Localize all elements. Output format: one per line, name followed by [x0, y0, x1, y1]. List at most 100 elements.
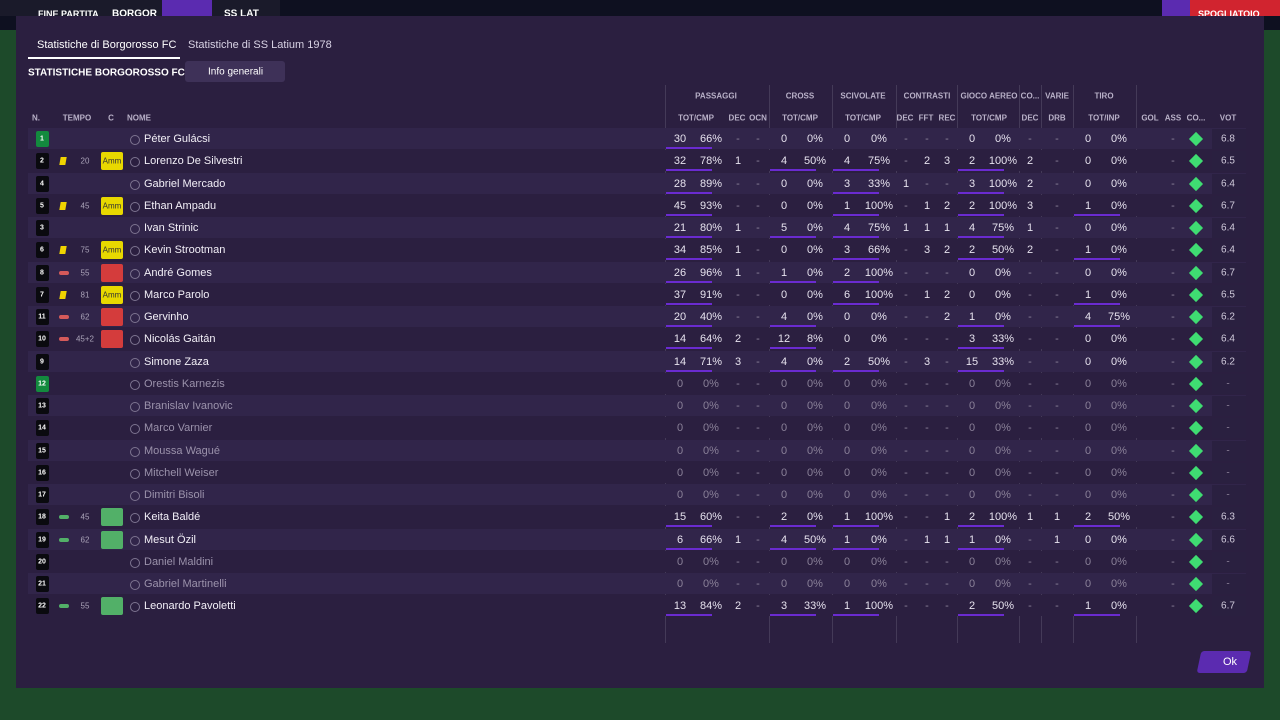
stat-cell: - — [1171, 533, 1175, 546]
person-icon — [130, 313, 140, 323]
stat-cell: 2 — [968, 244, 976, 257]
player-name[interactable]: Moussa Wagué — [144, 444, 221, 457]
progress-bar — [958, 325, 1004, 327]
rating: - — [1226, 467, 1230, 479]
player-name[interactable]: Dimitri Bisoli — [144, 489, 205, 501]
dressing-room-label[interactable]: SPOGLIATOIO — [1198, 9, 1260, 19]
player-name[interactable]: Gabriel Martinelli — [144, 578, 227, 590]
stat-cell: 0% — [871, 533, 887, 546]
dressing-room-btn[interactable] — [1190, 0, 1280, 16]
stat-cell: - — [925, 377, 929, 390]
column-header: TEMPO — [62, 113, 92, 123]
stat-cell: - — [925, 466, 929, 479]
sub-arrow-icon — [59, 515, 69, 520]
stat-cell: - — [1028, 489, 1032, 501]
player-name[interactable]: Lorenzo De Silvestri — [144, 155, 243, 168]
stat-cell: - — [1055, 400, 1059, 412]
rating: 6.6 — [1221, 534, 1235, 545]
player-name[interactable]: André Gomes — [144, 266, 212, 279]
stat-cell: 0 — [676, 400, 684, 412]
stat-cell: - — [1028, 578, 1032, 590]
player-name[interactable]: Keita Baldé — [144, 511, 201, 524]
rating: - — [1226, 422, 1230, 434]
stat-cell: 4 — [968, 222, 976, 234]
tab[interactable]: Statistiche di Borgorosso FC — [37, 39, 177, 51]
progress-bar — [666, 280, 712, 283]
stat-cell: 2 — [1026, 155, 1034, 168]
progress-bar — [958, 369, 1004, 372]
shirt-number: 16 — [38, 469, 46, 477]
person-icon — [130, 224, 140, 234]
stat-cell: - — [736, 288, 740, 301]
stat-cell: 2 — [1084, 511, 1092, 524]
stat-cell: - — [1171, 489, 1175, 501]
stat-cell: 0% — [1111, 266, 1127, 279]
row-bg — [28, 239, 1246, 261]
player-name[interactable]: Ethan Ampadu — [144, 199, 217, 212]
stat-cell: - — [736, 199, 740, 212]
player-name[interactable]: Gervinho — [144, 311, 189, 323]
stat-cell: 50% — [991, 244, 1015, 257]
stat-cell: 0% — [871, 489, 887, 501]
stat-cell: - — [925, 266, 929, 279]
stat-cell: - — [1028, 266, 1032, 279]
ok-label[interactable]: Ok — [1222, 656, 1238, 668]
row-bg — [28, 150, 1246, 172]
player-name[interactable]: Marco Parolo — [144, 288, 210, 301]
sub-badge — [101, 597, 123, 616]
player-name[interactable]: Orestis Karnezis — [144, 377, 225, 390]
stat-cell: 91% — [699, 288, 723, 301]
stat-cell: 0 — [843, 466, 851, 479]
rating: 6.5 — [1221, 289, 1235, 301]
row-bg — [28, 484, 1246, 505]
stat-cell: 100% — [864, 199, 894, 212]
stat-cell: 33% — [867, 177, 891, 190]
home-team: BORGOR — [112, 8, 157, 20]
stat-cell: - — [1171, 355, 1175, 368]
stat-cell: 0% — [871, 422, 887, 435]
player-name[interactable]: Daniel Maldini — [144, 555, 214, 568]
player-name[interactable]: Kevin Strootman — [144, 244, 226, 257]
stat-cell: - — [945, 600, 949, 613]
stat-cell: - — [945, 444, 949, 457]
player-name[interactable]: Simone Zaza — [144, 355, 209, 368]
stat-cell: 75% — [991, 222, 1015, 234]
player-name[interactable]: Branislav Ivanovic — [144, 400, 233, 412]
progress-bar — [770, 614, 816, 617]
stat-cell: 0 — [1084, 466, 1092, 479]
rating-bg — [1212, 396, 1246, 416]
rating-bg — [1212, 373, 1246, 394]
stat-cell: 0% — [871, 333, 887, 346]
rating: - — [1226, 378, 1230, 390]
player-name[interactable]: Mesut Özil — [144, 533, 196, 546]
person-icon — [130, 513, 140, 524]
player-name[interactable]: Gabriel Mercado — [144, 177, 226, 190]
person-icon — [130, 535, 140, 546]
stat-cell: 0 — [1084, 133, 1092, 145]
player-name[interactable]: Leonardo Pavoletti — [144, 600, 236, 613]
stat-cell: 0% — [1111, 199, 1127, 212]
dropdown-label[interactable]: Info generali — [208, 66, 264, 78]
stat-cell: 0% — [1111, 155, 1127, 168]
shirt-number: 3 — [40, 224, 44, 232]
player-name[interactable]: Péter Gulácsi — [144, 133, 211, 145]
player-name[interactable]: Marco Varnier — [144, 422, 213, 435]
rating-bg — [1212, 529, 1246, 550]
player-name[interactable]: Ivan Strinic — [144, 222, 199, 234]
player-name[interactable]: Mitchell Weiser — [144, 466, 219, 479]
stat-cell: - — [925, 600, 929, 613]
stat-cell: 0% — [995, 444, 1011, 457]
menu-btn[interactable] — [1162, 0, 1190, 16]
stat-cell: - — [1055, 444, 1059, 457]
stat-cell: - — [904, 311, 908, 323]
stat-cell: 0 — [1084, 578, 1092, 590]
progress-bar — [770, 280, 816, 283]
dropdown[interactable] — [185, 61, 285, 82]
stat-cell: - — [736, 511, 740, 524]
player-name[interactable]: Nicolás Gaitán — [144, 333, 216, 346]
stat-cell: - — [1171, 288, 1175, 301]
stat-cell: - — [1055, 466, 1059, 479]
row-bg — [28, 528, 1246, 550]
progress-bar — [958, 347, 1004, 350]
tab[interactable]: Statistiche di SS Latium 1978 — [188, 39, 332, 51]
